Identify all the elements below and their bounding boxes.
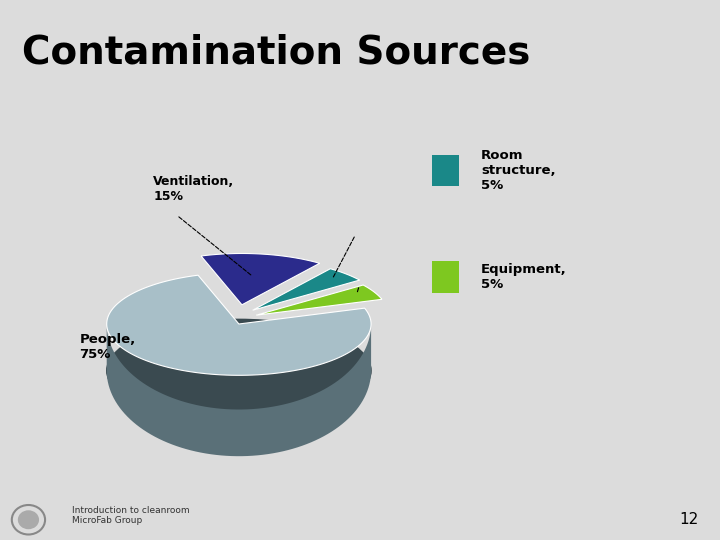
FancyBboxPatch shape [432, 154, 459, 186]
Ellipse shape [107, 319, 371, 422]
FancyBboxPatch shape [432, 261, 459, 293]
Polygon shape [107, 275, 371, 375]
Text: People,
75%: People, 75% [79, 333, 136, 361]
Text: Introduction to cleanroom
MicroFab Group: Introduction to cleanroom MicroFab Group [72, 506, 189, 525]
Text: 12: 12 [679, 512, 698, 527]
Polygon shape [256, 285, 382, 315]
Text: Contamination Sources: Contamination Sources [22, 33, 530, 72]
Text: Equipment,
5%: Equipment, 5% [481, 263, 567, 291]
Polygon shape [201, 253, 320, 305]
Text: Ventilation,
15%: Ventilation, 15% [153, 176, 235, 204]
Polygon shape [253, 269, 359, 310]
Polygon shape [107, 324, 371, 456]
Circle shape [19, 511, 38, 529]
Text: Room
structure,
5%: Room structure, 5% [481, 149, 556, 192]
